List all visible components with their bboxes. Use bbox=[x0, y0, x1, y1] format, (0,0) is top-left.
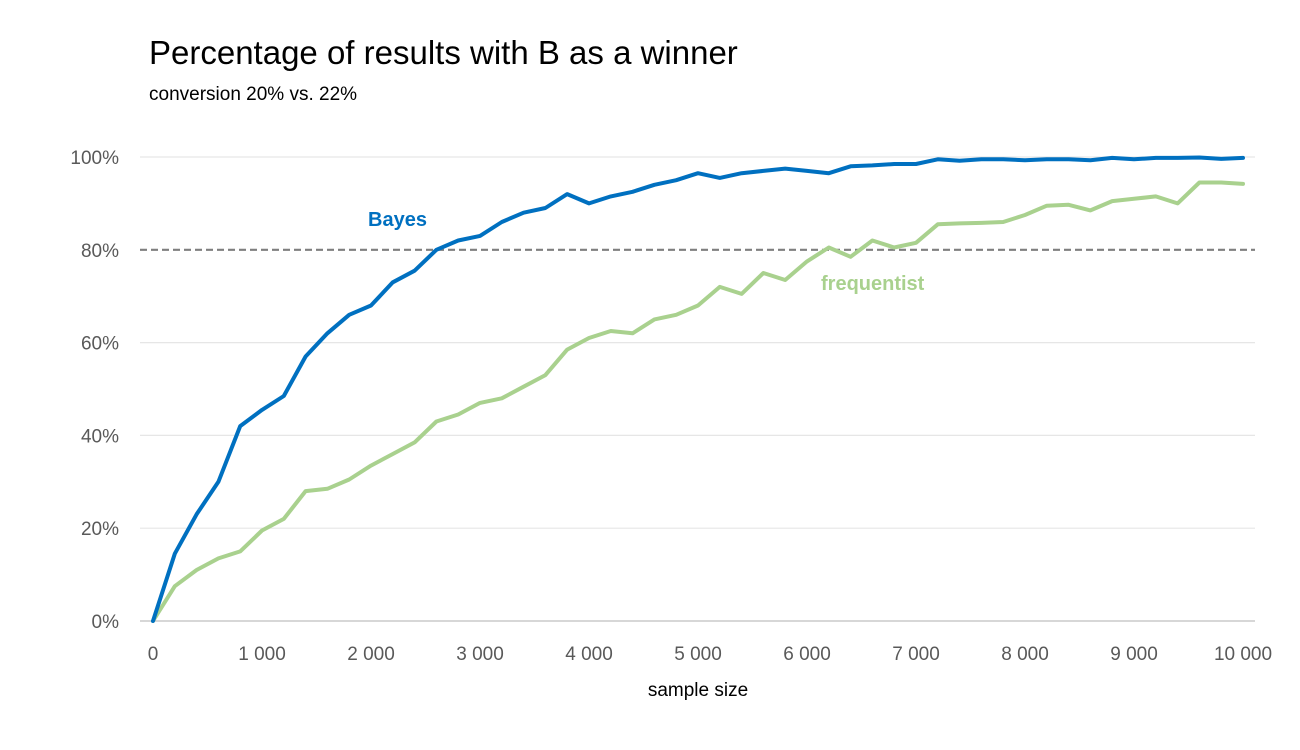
y-tick-label: 100% bbox=[70, 148, 119, 169]
x-axis-ticks: 0 1 000 2 000 3 000 4 000 5 000 6 000 7 000 8 00… bbox=[148, 644, 1272, 665]
y-tick-label: 60% bbox=[81, 334, 119, 355]
y-axis-ticks: 0% 20% 40% 60% 80% 100% bbox=[70, 148, 119, 633]
chart-subtitle: conversion 20% vs. 22% bbox=[149, 84, 358, 105]
x-tick-label: 5 000 bbox=[674, 644, 722, 665]
chart-title: Percentage of results with B as a winner bbox=[149, 34, 738, 71]
x-tick-label: 7 000 bbox=[892, 644, 940, 665]
y-tick-label: 40% bbox=[81, 426, 119, 447]
x-tick-label: 2 000 bbox=[347, 644, 395, 665]
x-tick-label: 0 bbox=[148, 644, 159, 665]
series-lines bbox=[151, 155, 1245, 623]
x-tick-label: 6 000 bbox=[783, 644, 831, 665]
series-line-bayes bbox=[151, 155, 1245, 623]
x-tick-label: 9 000 bbox=[1110, 644, 1158, 665]
x-axis-title: sample size bbox=[648, 680, 748, 701]
x-tick-label: 8 000 bbox=[1001, 644, 1049, 665]
series-label-frequentist: frequentist bbox=[821, 273, 925, 295]
y-tick-label: 0% bbox=[92, 612, 120, 633]
series-line-frequentist bbox=[151, 180, 1245, 623]
series-label-bayes: Bayes bbox=[368, 209, 427, 231]
y-tick-label: 20% bbox=[81, 519, 119, 540]
x-tick-label: 3 000 bbox=[456, 644, 504, 665]
x-tick-label: 1 000 bbox=[238, 644, 286, 665]
y-tick-label: 80% bbox=[81, 241, 119, 262]
x-tick-label: 10 000 bbox=[1214, 644, 1272, 665]
x-tick-label: 4 000 bbox=[565, 644, 613, 665]
gridlines bbox=[140, 156, 1255, 622]
